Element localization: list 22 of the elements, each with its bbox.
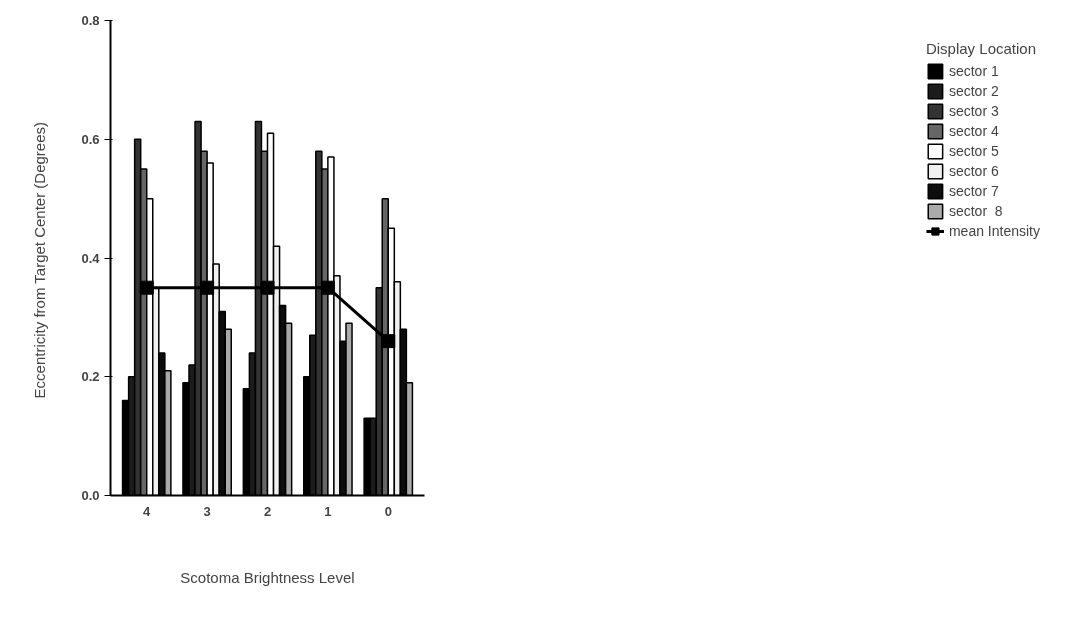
legend-label: sector 8 xyxy=(948,203,1003,219)
y-tick-label: 0.0 xyxy=(81,488,100,503)
x-tick-label: 4 xyxy=(143,503,152,519)
y-tick-label: 0.6 xyxy=(81,131,100,147)
legend-label: sector 4 xyxy=(948,123,999,139)
legend-title: Display Location xyxy=(925,40,1037,57)
legend-label: mean Intensity xyxy=(948,223,1040,239)
x-axis-title: Scotoma Brightness Level xyxy=(180,568,355,586)
y-tick-label: 0.8 xyxy=(81,13,100,28)
legend-label: sector 7 xyxy=(948,183,999,199)
legend-label: sector 5 xyxy=(948,143,999,159)
x-tick-label: 0 xyxy=(384,503,392,519)
x-tick-label: 1 xyxy=(324,503,332,519)
x-tick-label: 2 xyxy=(263,503,272,519)
legend-label: sector 1 xyxy=(948,63,999,79)
legend-label: sector 2 xyxy=(948,83,999,99)
legend-label: sector 6 xyxy=(948,163,999,179)
y-tick-label: 0.2 xyxy=(81,369,100,385)
y-tick-label: 0.4 xyxy=(81,250,101,266)
y-axis-title: Eccentricity from Target Center (Degrees) xyxy=(31,121,49,399)
x-tick-label: 3 xyxy=(203,503,211,519)
legend-label: sector 3 xyxy=(948,103,999,119)
